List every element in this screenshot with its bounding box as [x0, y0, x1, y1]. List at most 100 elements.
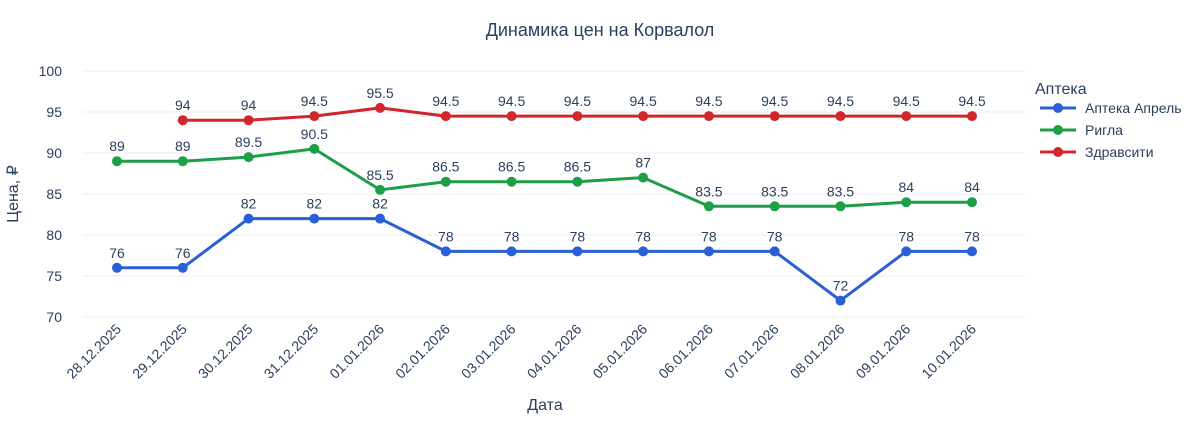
data-point [835, 111, 846, 122]
y-tick-label: 80 [46, 227, 62, 243]
data-point [375, 102, 386, 113]
data-label: 86.5 [498, 159, 525, 175]
data-point [769, 111, 780, 122]
gridlines [83, 70, 1025, 318]
data-label: 94.5 [893, 93, 920, 109]
data-point [967, 197, 977, 208]
data-label: 78 [767, 228, 783, 244]
chart-title: Динамика цен на Корвалол [486, 20, 715, 40]
x-tick-label: 01.01.2026 [326, 321, 387, 382]
x-tick-label: 03.01.2026 [458, 321, 519, 382]
data-point [835, 295, 846, 306]
data-label: 78 [438, 228, 454, 244]
data-point [967, 246, 977, 257]
x-tick-label: 09.01.2026 [852, 321, 913, 382]
data-point [309, 143, 320, 154]
data-point [440, 111, 451, 122]
data-label: 76 [109, 245, 125, 261]
y-tick-label: 95 [46, 104, 62, 120]
data-label: 94.5 [564, 93, 591, 109]
data-point [572, 176, 583, 187]
data-point [440, 246, 451, 257]
data-label: 83.5 [761, 183, 788, 199]
y-tick-label: 90 [46, 145, 62, 161]
data-point [572, 246, 583, 257]
legend-item-label[interactable]: Ригла [1085, 122, 1123, 138]
legend: Аптека Аптека Апрель Ригла Здравсити [1035, 81, 1182, 160]
data-label: 87 [635, 155, 651, 171]
data-label: 78 [570, 228, 586, 244]
data-label: 95.5 [366, 85, 393, 101]
data-label: 86.5 [564, 159, 591, 175]
data-label: 94 [241, 97, 257, 113]
data-point [112, 156, 122, 167]
x-tick-label: 08.01.2026 [787, 321, 848, 382]
data-label: 84 [964, 179, 980, 195]
data-point [967, 111, 977, 122]
data-point [572, 111, 583, 122]
x-tick-label: 10.01.2026 [918, 321, 979, 382]
data-point [309, 111, 320, 122]
data-point [375, 184, 386, 195]
data-point [309, 213, 320, 224]
data-point [243, 213, 254, 224]
data-point [506, 111, 517, 122]
data-point [638, 111, 649, 122]
data-label: 94.5 [630, 93, 657, 109]
data-point [112, 262, 122, 273]
series-points [112, 102, 977, 306]
data-label: 94.5 [432, 93, 459, 109]
x-tick-label: 06.01.2026 [655, 321, 716, 382]
y-tick-labels: 70 75 80 85 90 95 100 [39, 63, 63, 325]
data-label: 94.5 [827, 93, 854, 109]
x-axis-title: Дата [527, 397, 563, 414]
data-label: 83.5 [827, 183, 854, 199]
data-point [901, 111, 912, 122]
data-point [177, 156, 188, 167]
data-point [703, 201, 714, 212]
data-label: 78 [898, 228, 914, 244]
data-point [638, 246, 649, 257]
data-point [769, 201, 780, 212]
legend-swatch-marker [1053, 125, 1063, 135]
data-point [901, 197, 912, 208]
data-point [177, 115, 188, 126]
x-tick-label: 07.01.2026 [721, 321, 782, 382]
data-point [375, 213, 386, 224]
data-label: 94.5 [695, 93, 722, 109]
legend-item-label[interactable]: Аптека Апрель [1085, 100, 1182, 116]
data-label: 72 [833, 278, 849, 294]
data-label: 84 [898, 179, 914, 195]
series-line-1 [115, 147, 974, 208]
data-point [243, 115, 254, 126]
data-label: 78 [964, 228, 980, 244]
x-tick-label: 29.12.2025 [129, 321, 190, 382]
data-point [769, 246, 780, 257]
data-point [703, 246, 714, 257]
data-label: 94.5 [301, 93, 328, 109]
data-label: 89 [109, 138, 125, 154]
data-label: 78 [701, 228, 717, 244]
data-label: 94.5 [761, 93, 788, 109]
data-point [506, 176, 517, 187]
data-label: 82 [241, 196, 257, 212]
x-tick-label: 05.01.2026 [589, 321, 650, 382]
y-tick-label: 70 [46, 309, 62, 325]
x-tick-label: 02.01.2026 [392, 321, 453, 382]
data-point [901, 246, 912, 257]
data-point [177, 262, 188, 273]
data-label: 90.5 [301, 126, 328, 142]
data-labels: 76 76 82 82 82 78 78 78 78 78 78 72 78 78 89 89 89.5 90.5… [109, 85, 986, 294]
legend-swatch-marker [1053, 103, 1063, 113]
legend-item-label[interactable]: Здравсити [1085, 144, 1154, 160]
data-label: 94 [175, 97, 191, 113]
data-point [703, 111, 714, 122]
data-point [835, 201, 846, 212]
x-tick-label: 30.12.2025 [195, 321, 256, 382]
y-axis-title: Цена, ₽ [5, 165, 22, 223]
y-tick-label: 100 [39, 63, 63, 79]
data-point [243, 152, 254, 163]
y-tick-label: 85 [46, 186, 62, 202]
